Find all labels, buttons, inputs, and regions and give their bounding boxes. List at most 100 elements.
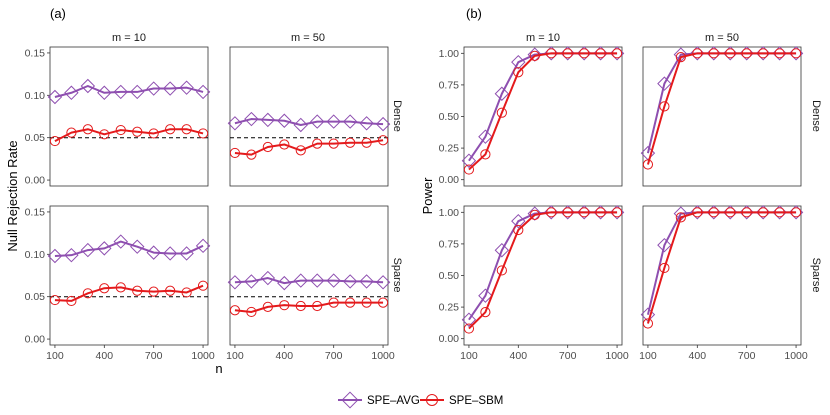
data-point-sbm — [361, 297, 372, 308]
data-point-sbm — [758, 48, 769, 59]
x-tick-label: 1000 — [605, 350, 629, 362]
chart-null-rejection: (a) Null Rejection Rate n m = 10 m = 50 … — [5, 6, 403, 376]
panel-a-r0-c1 — [227, 46, 391, 187]
x-tick-label: 1000 — [191, 350, 215, 362]
series-line-sbm — [646, 211, 797, 324]
y-tick-label: 1.00 — [439, 48, 460, 60]
data-point-sbm — [262, 301, 273, 312]
data-point-sbm — [642, 159, 654, 170]
figure-label-b: (b) — [466, 6, 482, 21]
panel-frame — [229, 46, 389, 187]
data-point-sbm — [529, 50, 540, 61]
data-point-sbm — [295, 300, 306, 312]
data-point-sbm — [579, 207, 590, 218]
x-tick-label: 400 — [96, 350, 114, 362]
data-point-sbm — [708, 48, 719, 59]
data-point-sbm — [642, 318, 654, 329]
y-axis-title-a: Null Rejection Rate — [5, 140, 20, 251]
column-title-a-1: m = 50 — [291, 32, 325, 44]
data-point-avg — [359, 274, 374, 289]
data-point-sbm — [361, 137, 372, 148]
data-point-avg — [478, 288, 493, 303]
row-title-a-0: Dense — [391, 100, 403, 132]
column-title-b-1: m = 50 — [705, 32, 739, 44]
panels-b: 0.00 0.25 0.50 0.75 1.00 0.00 0.25 0.50 0.75 1.00… — [439, 46, 808, 362]
data-point-sbm — [774, 48, 785, 59]
data-point-avg — [244, 274, 259, 289]
data-point-avg — [461, 153, 477, 168]
y-tick-label: 1.00 — [439, 207, 460, 219]
series-line-sbm — [468, 211, 618, 330]
data-point-sbm — [345, 297, 356, 308]
data-point-sbm — [579, 48, 590, 59]
data-point-sbm — [741, 48, 752, 59]
panel-b-r0-c0: 0.00 0.25 0.50 0.75 1.00 — [439, 46, 625, 187]
data-point-avg — [657, 237, 672, 253]
data-point-avg — [130, 239, 145, 254]
data-point-sbm — [546, 48, 557, 59]
data-point-sbm — [99, 129, 110, 140]
data-point-avg — [244, 111, 259, 127]
legend-avg-label: SPE–AVG — [367, 395, 420, 407]
data-point-sbm — [165, 285, 176, 296]
y-tick-label: 0.75 — [439, 238, 460, 250]
panel-a-r0-c0: 0.00 0.05 0.10 0.15 — [25, 46, 211, 187]
row-title-b-0: Dense — [810, 100, 822, 132]
y-tick-label: 0.00 — [439, 333, 460, 345]
data-point-avg — [260, 270, 276, 286]
data-point-avg — [80, 242, 96, 258]
x-tick-label: 400 — [510, 350, 528, 362]
data-point-sbm — [659, 101, 670, 112]
x-tick-label: 400 — [276, 350, 294, 362]
y-tick-label: 0.05 — [25, 291, 46, 303]
x-tick-label: 100 — [639, 350, 657, 362]
data-point-sbm — [229, 147, 241, 159]
data-point-sbm — [741, 207, 752, 218]
data-point-sbm — [295, 145, 306, 156]
panel-a-r1-c0: 0.00 0.05 0.10 0.15 100 400 700 1000 — [25, 205, 215, 362]
data-point-sbm — [562, 48, 573, 59]
data-point-sbm — [790, 48, 802, 59]
series-line-avg — [54, 240, 204, 258]
y-tick-label: 0.00 — [25, 334, 46, 346]
data-point-avg — [113, 234, 128, 249]
y-tick-label: 0.50 — [439, 111, 460, 123]
data-point-sbm — [480, 307, 491, 318]
y-tick-label: 0.25 — [439, 143, 460, 155]
series-line-avg — [234, 118, 384, 126]
series-line-sbm — [234, 139, 384, 156]
data-point-avg — [64, 247, 79, 263]
column-title-b-0: m = 10 — [526, 32, 560, 44]
panel-frame — [49, 205, 209, 346]
data-point-sbm — [611, 207, 623, 218]
data-point-sbm — [377, 297, 389, 308]
x-tick-label: 100 — [46, 350, 64, 362]
data-point-sbm — [345, 137, 356, 148]
data-point-sbm — [463, 323, 475, 334]
y-tick-label: 0.05 — [25, 132, 46, 144]
data-point-sbm — [279, 139, 290, 150]
data-point-sbm — [692, 48, 703, 59]
data-point-avg — [342, 274, 358, 289]
data-point-sbm — [82, 124, 93, 135]
data-point-sbm — [246, 306, 257, 318]
data-point-sbm — [181, 124, 192, 135]
data-point-avg — [277, 113, 292, 128]
data-point-sbm — [66, 127, 77, 138]
data-point-sbm — [708, 207, 719, 218]
legend-sbm-marker — [426, 394, 438, 406]
data-point-sbm — [513, 67, 524, 78]
data-point-avg — [673, 47, 689, 62]
data-point-avg — [195, 84, 211, 100]
data-point-sbm — [328, 138, 339, 149]
data-point-avg — [227, 275, 243, 290]
y-tick-label: 0.50 — [439, 270, 460, 282]
series-line-avg — [54, 84, 204, 98]
x-tick-label: 400 — [689, 350, 707, 362]
data-point-sbm — [675, 52, 686, 63]
y-tick-label: 0.10 — [25, 249, 46, 261]
series-line-sbm — [646, 52, 797, 165]
data-point-avg — [375, 275, 391, 290]
data-point-sbm — [611, 48, 623, 59]
